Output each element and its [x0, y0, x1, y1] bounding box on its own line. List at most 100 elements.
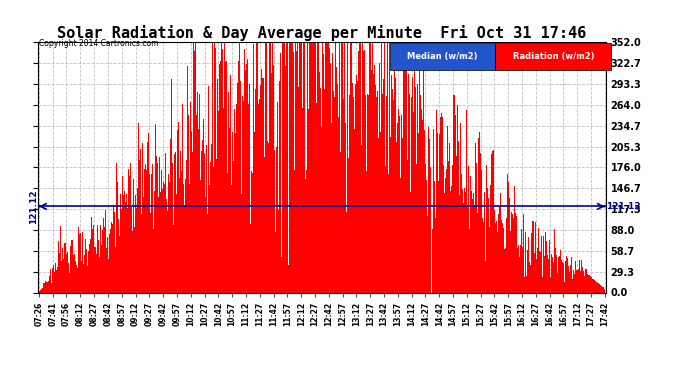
Bar [155, 124, 156, 292]
Bar [452, 165, 453, 292]
Bar [536, 259, 538, 292]
Bar [185, 178, 186, 292]
Bar [297, 42, 298, 292]
Bar [161, 189, 163, 292]
Bar [260, 85, 261, 292]
Bar [240, 81, 241, 292]
Bar [386, 96, 387, 292]
Bar [282, 42, 283, 292]
Bar [189, 184, 190, 292]
Bar [99, 257, 100, 292]
Bar [553, 262, 554, 292]
Bar [472, 200, 473, 292]
Bar [68, 263, 69, 292]
Bar [39, 291, 40, 292]
Bar [408, 74, 409, 292]
Bar [335, 42, 336, 292]
Bar [398, 109, 400, 292]
Bar [326, 42, 328, 292]
Bar [482, 218, 483, 292]
Bar [323, 54, 324, 292]
Bar [65, 243, 66, 292]
Bar [461, 174, 462, 292]
Bar [419, 104, 420, 292]
Bar [184, 206, 185, 292]
Bar [174, 154, 175, 292]
Bar [444, 193, 445, 292]
Bar [259, 99, 260, 292]
Bar [128, 176, 130, 292]
Text: Radiation (w/m2): Radiation (w/m2) [513, 52, 594, 61]
Bar [558, 256, 560, 292]
Bar [377, 91, 378, 292]
Bar [402, 138, 403, 292]
Bar [514, 186, 515, 292]
Bar [329, 48, 331, 292]
Bar [346, 212, 347, 292]
Bar [277, 210, 279, 292]
Bar [590, 276, 591, 292]
Bar [172, 225, 174, 292]
Bar [170, 138, 171, 292]
Bar [573, 270, 574, 292]
Bar [228, 93, 229, 292]
Bar [445, 178, 446, 292]
Bar [66, 255, 67, 292]
Bar [98, 240, 99, 292]
Bar [599, 284, 600, 292]
Bar [358, 51, 359, 292]
Bar [108, 259, 109, 292]
Bar [574, 274, 575, 292]
Bar [403, 62, 404, 292]
Bar [276, 147, 277, 292]
Bar [353, 98, 354, 292]
Bar [230, 185, 232, 292]
Bar [343, 99, 344, 292]
Bar [236, 104, 237, 292]
Bar [287, 42, 288, 292]
Bar [315, 42, 316, 292]
Bar [145, 164, 146, 292]
Bar [215, 48, 216, 292]
Bar [308, 109, 309, 292]
Bar [458, 141, 459, 292]
Bar [272, 42, 273, 292]
Bar [526, 276, 527, 292]
Bar [94, 247, 95, 292]
Bar [555, 255, 557, 292]
Bar [226, 61, 227, 292]
Bar [392, 89, 393, 292]
Bar [133, 179, 134, 292]
Bar [307, 42, 308, 292]
Bar [541, 236, 542, 292]
Bar [156, 156, 157, 292]
Bar [404, 50, 405, 292]
Bar [269, 42, 270, 292]
Bar [515, 213, 516, 292]
Bar [253, 44, 254, 292]
Bar [214, 42, 215, 292]
Title: Solar Radiation & Day Average per Minute  Fri Oct 31 17:46: Solar Radiation & Day Average per Minute… [57, 25, 586, 41]
Bar [158, 196, 159, 292]
Bar [459, 195, 460, 292]
Bar [370, 42, 371, 292]
Bar [471, 190, 472, 292]
Bar [210, 108, 211, 292]
Bar [462, 189, 463, 292]
Bar [503, 228, 504, 292]
Bar [122, 176, 123, 292]
Bar [334, 97, 335, 292]
Bar [63, 259, 64, 292]
Bar [86, 249, 87, 292]
Bar [139, 149, 141, 292]
Bar [379, 63, 380, 292]
Bar [578, 269, 579, 292]
Bar [103, 219, 104, 292]
Bar [243, 102, 244, 292]
Bar [217, 79, 218, 292]
Bar [180, 151, 181, 292]
Bar [268, 42, 269, 292]
Bar [206, 145, 207, 292]
Bar [494, 210, 495, 292]
Bar [345, 123, 346, 292]
